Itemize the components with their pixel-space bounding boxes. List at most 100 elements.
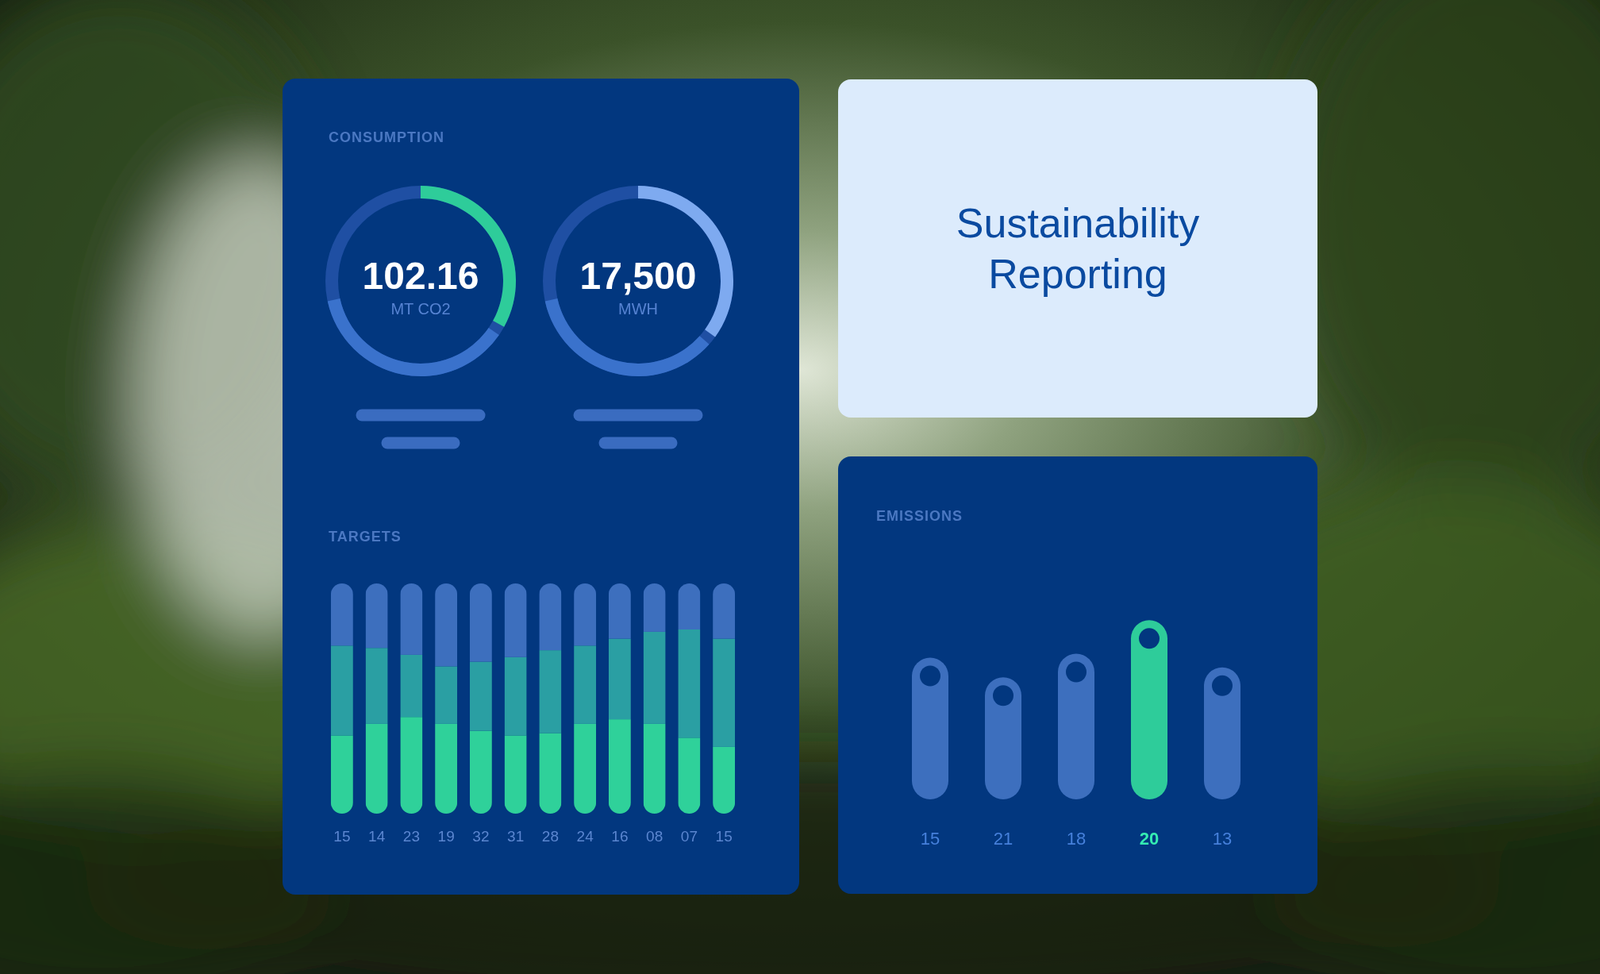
placeholder-line bbox=[604, 437, 672, 450]
emissions-bar bbox=[911, 657, 949, 800]
targets-segment bbox=[330, 734, 354, 814]
gauge-unit: MWH bbox=[618, 300, 658, 318]
x-tick: 08 bbox=[646, 826, 663, 844]
x-tick: 31 bbox=[507, 826, 524, 844]
emissions-marker bbox=[919, 665, 941, 686]
page-title-line: Sustainability bbox=[956, 200, 1200, 247]
emissions-bar bbox=[984, 676, 1022, 800]
x-tick: 13 bbox=[1212, 828, 1232, 849]
x-tick: 19 bbox=[438, 826, 455, 844]
targets-segment bbox=[365, 647, 389, 724]
targets-segment bbox=[608, 719, 631, 814]
gauge-value: 102.16 bbox=[362, 254, 480, 297]
background-foliage bbox=[0, 0, 1600, 974]
targets-bar bbox=[330, 583, 354, 814]
gauge-value: 17,500 bbox=[580, 254, 697, 297]
panel-heading: TARGETS bbox=[328, 528, 402, 545]
targets-bar bbox=[573, 583, 597, 814]
targets-segment bbox=[608, 638, 631, 720]
x-tick-label: 18 bbox=[1066, 828, 1086, 849]
targets-segment bbox=[469, 730, 493, 814]
x-tick: 21 bbox=[993, 828, 1013, 849]
targets-segment bbox=[712, 583, 735, 639]
consumption-panel bbox=[282, 78, 800, 895]
emissions-marker bbox=[1138, 627, 1160, 649]
panel-heading: CONSUMPTION bbox=[328, 129, 445, 146]
placeholder-line bbox=[361, 409, 480, 422]
targets-segment bbox=[608, 583, 631, 639]
foliage-blob bbox=[1269, 769, 1600, 974]
x-tick-label: 15 bbox=[333, 826, 350, 844]
targets-segment bbox=[365, 583, 389, 648]
targets-segment bbox=[504, 734, 527, 814]
targets-segment bbox=[677, 583, 700, 630]
targets-segment bbox=[573, 645, 597, 724]
x-tick-label: 08 bbox=[646, 826, 663, 844]
x-tick: 23 bbox=[403, 826, 420, 844]
x-tick: 15 bbox=[715, 826, 733, 844]
targets-segment bbox=[330, 583, 354, 646]
emissions-bar bbox=[1203, 667, 1241, 800]
targets-segment bbox=[400, 654, 423, 717]
x-tick-label: 15 bbox=[715, 826, 733, 844]
targets-segment bbox=[434, 723, 458, 814]
targets-segment bbox=[573, 723, 597, 814]
emissions-panel bbox=[838, 456, 1318, 894]
targets-bar bbox=[643, 583, 666, 814]
x-tick-label: 20 bbox=[1139, 828, 1159, 849]
x-tick-label: 13 bbox=[1212, 828, 1232, 849]
targets-bar bbox=[469, 583, 493, 814]
x-tick: 28 bbox=[542, 826, 559, 844]
x-tick-label: 32 bbox=[472, 826, 489, 844]
x-tick: 32 bbox=[472, 826, 489, 844]
targets-segment bbox=[538, 733, 562, 815]
targets-segment bbox=[330, 645, 354, 735]
emissions-marker bbox=[1065, 661, 1087, 682]
x-tick: 18 bbox=[1066, 828, 1086, 849]
x-tick-label: 19 bbox=[438, 826, 455, 844]
x-tick: 20 bbox=[1139, 828, 1159, 849]
x-tick: 15 bbox=[333, 826, 350, 844]
gauge: 17,500 MWH bbox=[542, 185, 734, 377]
x-tick: 24 bbox=[576, 826, 595, 844]
targets-segment bbox=[677, 629, 700, 738]
targets-bar bbox=[400, 583, 423, 814]
x-tick: 07 bbox=[680, 826, 698, 844]
targets-segment bbox=[643, 723, 666, 814]
gauge: 102.16 MT CO2 bbox=[325, 185, 516, 377]
emissions-plot bbox=[911, 619, 1241, 800]
gauge-track bbox=[542, 185, 734, 377]
targets-bar bbox=[504, 583, 527, 814]
canvas: SustainabilityReporting CONSUMPTION 102.16… bbox=[0, 0, 1600, 974]
title-card bbox=[838, 79, 1318, 418]
emissions-bar bbox=[1057, 653, 1095, 800]
targets-segment bbox=[469, 583, 493, 662]
targets-segment bbox=[538, 650, 562, 733]
targets-segment bbox=[538, 583, 562, 650]
gauge-track bbox=[325, 185, 516, 377]
x-tick-label: 21 bbox=[993, 828, 1013, 849]
targets-bar bbox=[677, 583, 700, 814]
x-tick: 14 bbox=[368, 826, 386, 844]
targets-plot bbox=[330, 583, 735, 814]
page-title-line: Reporting bbox=[988, 250, 1167, 297]
emissions-marker bbox=[992, 684, 1014, 706]
targets-segment bbox=[365, 723, 389, 814]
x-tick-label: 07 bbox=[680, 826, 698, 844]
targets-bar bbox=[365, 583, 389, 814]
targets-bar bbox=[608, 583, 631, 814]
placeholder-line bbox=[579, 409, 697, 422]
gauge-unit: MT CO2 bbox=[390, 300, 450, 318]
emissions-x-axis: 1521182013 bbox=[920, 828, 1232, 849]
x-tick-label: 28 bbox=[542, 826, 559, 844]
x-tick-label: 31 bbox=[507, 826, 524, 844]
page-title: SustainabilityReporting bbox=[956, 200, 1200, 297]
targets-segment bbox=[677, 737, 700, 814]
targets-bar bbox=[538, 583, 562, 814]
targets-segment bbox=[469, 661, 493, 731]
x-tick: 16 bbox=[611, 826, 628, 844]
x-tick-label: 14 bbox=[368, 826, 386, 844]
targets-bar bbox=[434, 583, 458, 814]
targets-segment bbox=[434, 665, 458, 724]
targets-segment bbox=[434, 583, 458, 666]
